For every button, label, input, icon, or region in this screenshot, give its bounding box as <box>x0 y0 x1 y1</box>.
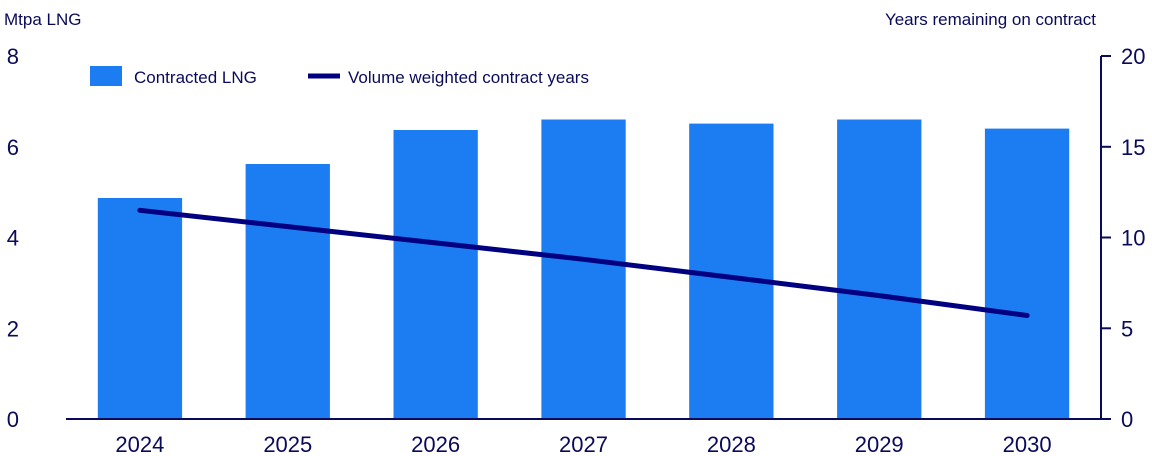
left-tick-8: 8 <box>7 44 19 69</box>
left-tick-0: 0 <box>7 407 19 432</box>
left-tick-2: 2 <box>7 316 19 341</box>
left-tick-labels: 0 2 4 6 8 <box>7 44 19 432</box>
x-tick-2026: 2026 <box>411 432 460 456</box>
right-tick-0: 0 <box>1121 407 1133 432</box>
bar-2029 <box>837 119 922 419</box>
legend-label-bar: Contracted LNG <box>134 68 257 87</box>
bar-2027 <box>541 119 626 419</box>
bar-layer <box>97 119 1070 419</box>
x-tick-labels: 2024 2025 2026 2027 2028 2029 2030 <box>115 432 1051 456</box>
right-tick-15: 15 <box>1121 135 1145 160</box>
x-tick-2027: 2027 <box>559 432 608 456</box>
bar-2024 <box>97 198 183 419</box>
x-tick-2028: 2028 <box>707 432 756 456</box>
left-tick-4: 4 <box>7 226 19 251</box>
x-tick-2030: 2030 <box>1003 432 1052 456</box>
legend-swatch-bar <box>90 66 122 86</box>
legend: Contracted LNG Volume weighted contract … <box>90 66 589 87</box>
left-axis-unit: Mtpa LNG <box>4 10 81 29</box>
right-tick-labels: 0 5 10 15 20 <box>1101 44 1145 432</box>
legend-label-line: Volume weighted contract years <box>348 68 589 87</box>
bar-2028 <box>689 123 774 419</box>
right-tick-20: 20 <box>1121 44 1145 69</box>
right-tick-10: 10 <box>1121 226 1145 251</box>
left-tick-6: 6 <box>7 135 19 160</box>
x-tick-2024: 2024 <box>115 432 164 456</box>
line-layer <box>137 207 1030 318</box>
x-tick-2025: 2025 <box>263 432 312 456</box>
right-axis-unit: Years remaining on contract <box>885 10 1096 29</box>
x-tick-2029: 2029 <box>855 432 904 456</box>
bar-2030 <box>984 128 1070 419</box>
bar-2026 <box>393 130 478 419</box>
bar-2025 <box>245 164 330 419</box>
right-tick-5: 5 <box>1121 316 1133 341</box>
